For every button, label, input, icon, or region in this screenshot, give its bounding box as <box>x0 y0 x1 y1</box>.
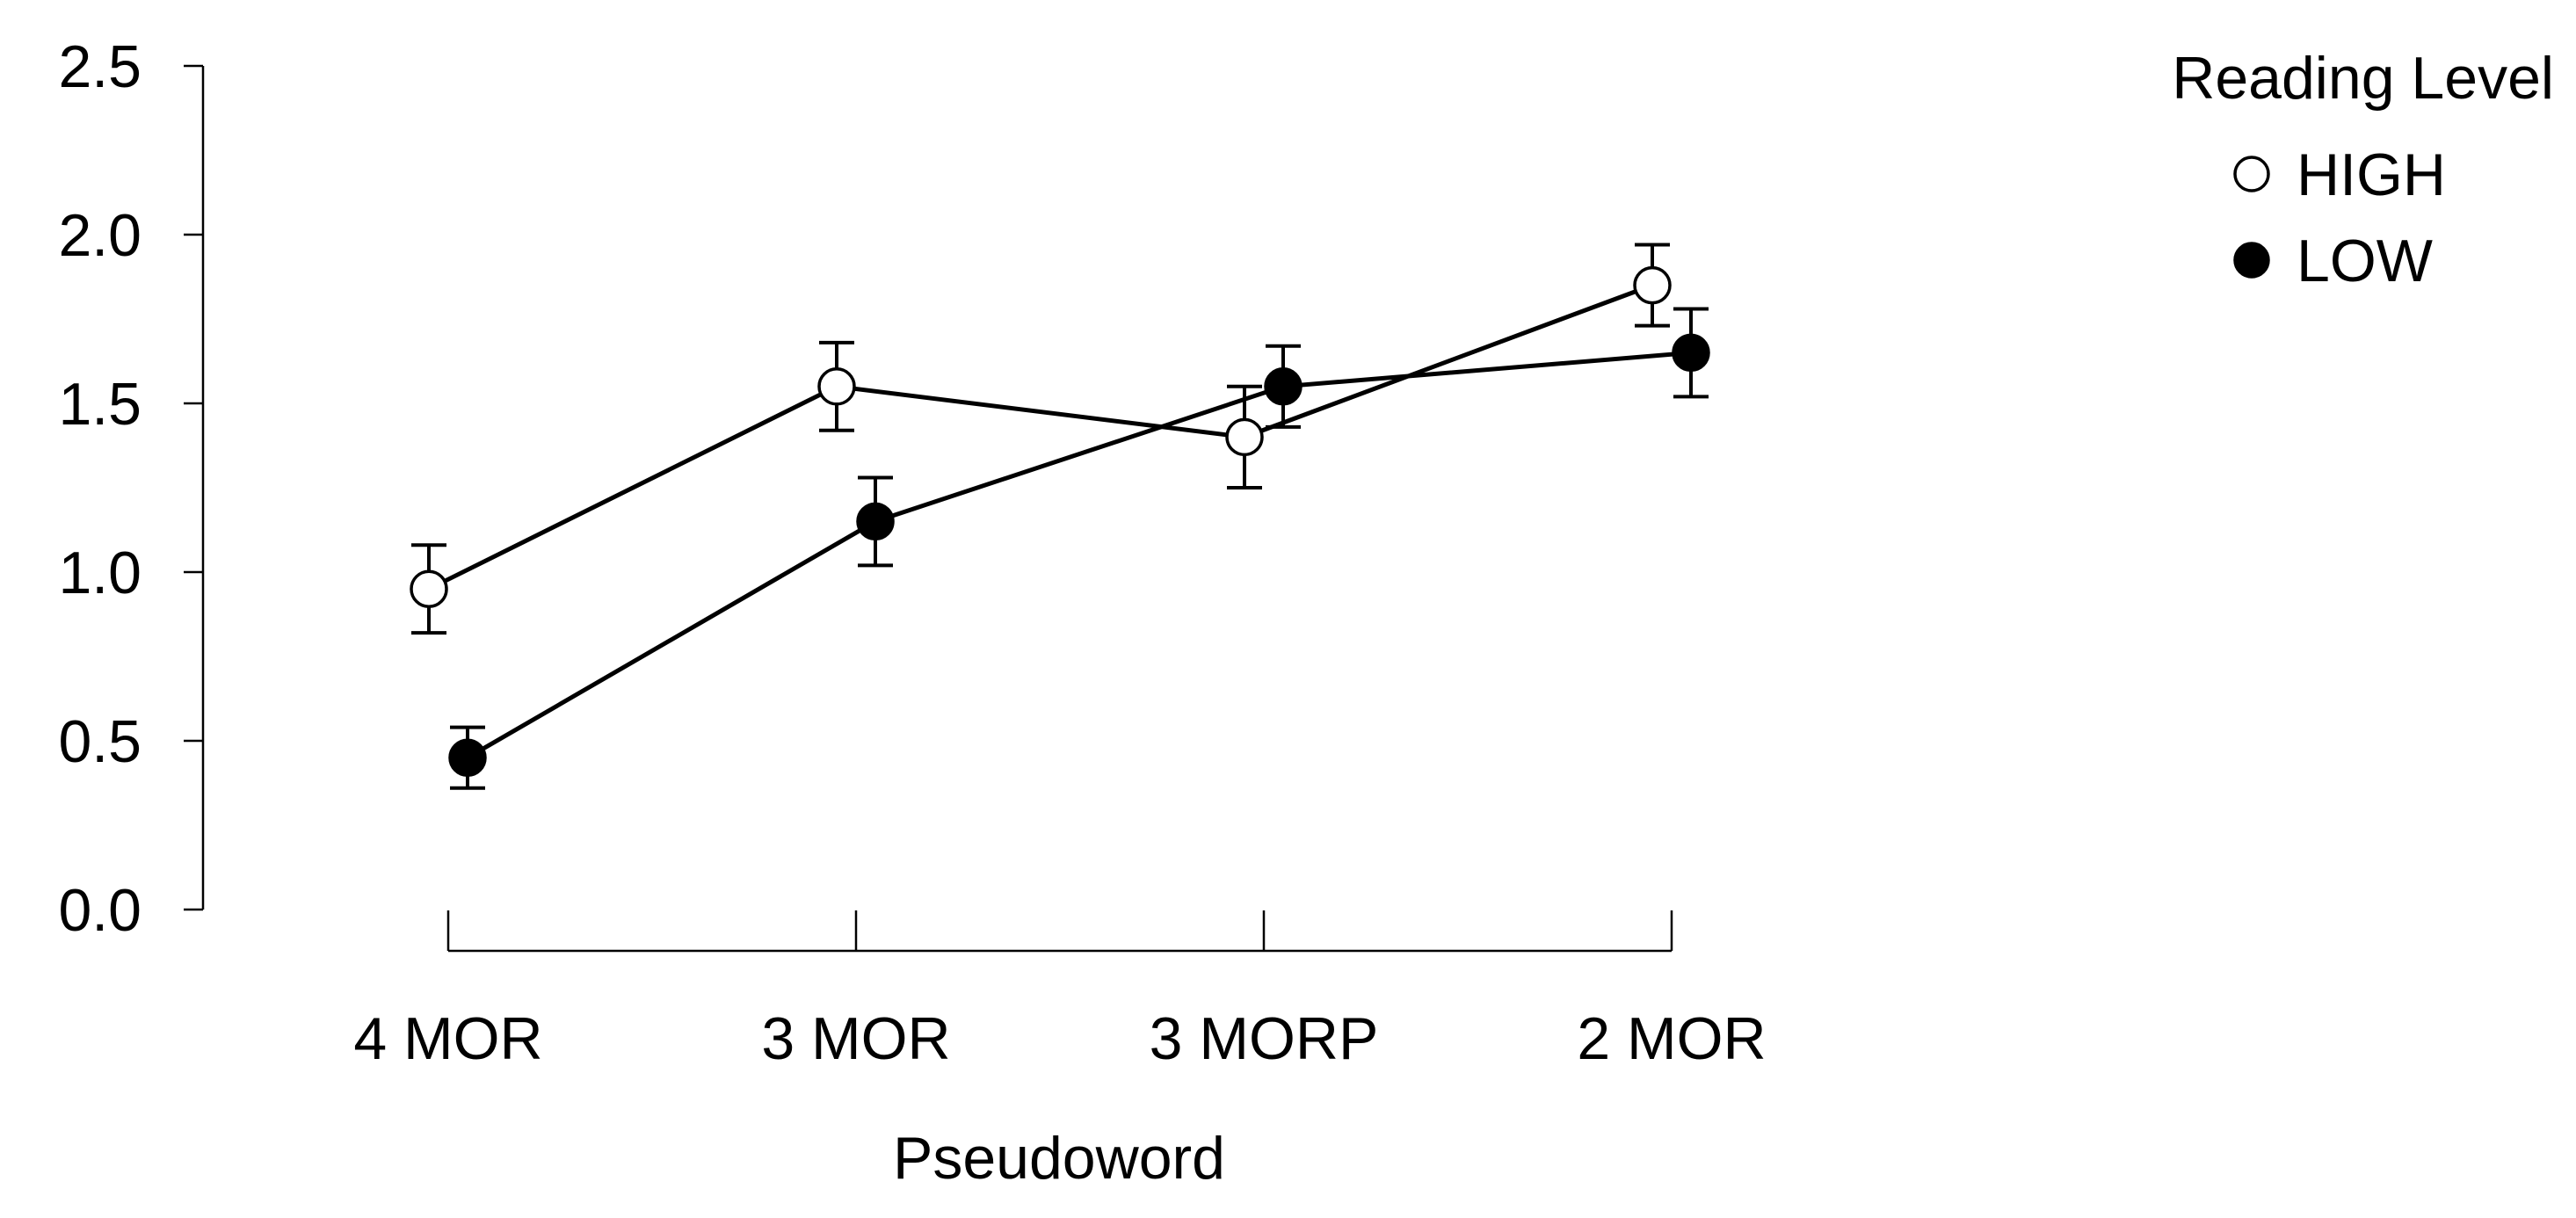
x-axis-title: Pseudoword <box>893 1125 1225 1192</box>
x-tick-label: 4 MOR <box>353 1005 542 1072</box>
series-high <box>410 243 1672 635</box>
y-tick-label: 2.0 <box>58 202 141 269</box>
x-tick-label: 2 MOR <box>1577 1005 1766 1072</box>
data-point <box>817 367 856 406</box>
data-point <box>1672 333 1710 373</box>
legend-label: LOW <box>2297 228 2433 294</box>
legend-title: Reading Level <box>2172 45 2554 112</box>
y-tick-label: 0.5 <box>58 708 141 775</box>
data-point <box>410 569 448 608</box>
data-point <box>1264 367 1303 406</box>
legend-marker <box>2233 156 2270 192</box>
x-axis: 4 MOR 3 MOR 3 MORP 2 MOR <box>353 910 1767 1072</box>
y-tick-label: 0.0 <box>58 877 141 944</box>
legend-marker <box>2233 242 2270 279</box>
y-tick-label: 2.5 <box>58 33 141 100</box>
y-tick-label: 1.5 <box>58 371 141 438</box>
data-point <box>448 738 487 777</box>
data-point <box>856 502 895 541</box>
x-tick-label: 3 MOR <box>761 1005 950 1072</box>
y-axis: 0.0 0.5 1.0 1.5 2.0 2.5 <box>58 33 205 944</box>
series-line <box>427 283 1653 591</box>
series-low <box>448 307 1710 790</box>
series-line <box>466 350 1692 760</box>
x-tick-label: 3 MORP <box>1150 1005 1379 1072</box>
legend: Reading Level HIGH LOW <box>2172 45 2554 294</box>
data-point <box>1225 417 1264 457</box>
legend-label: HIGH <box>2297 141 2446 208</box>
series-layer <box>410 243 1710 790</box>
data-point <box>1633 265 1672 305</box>
y-tick-label: 1.0 <box>58 540 141 606</box>
